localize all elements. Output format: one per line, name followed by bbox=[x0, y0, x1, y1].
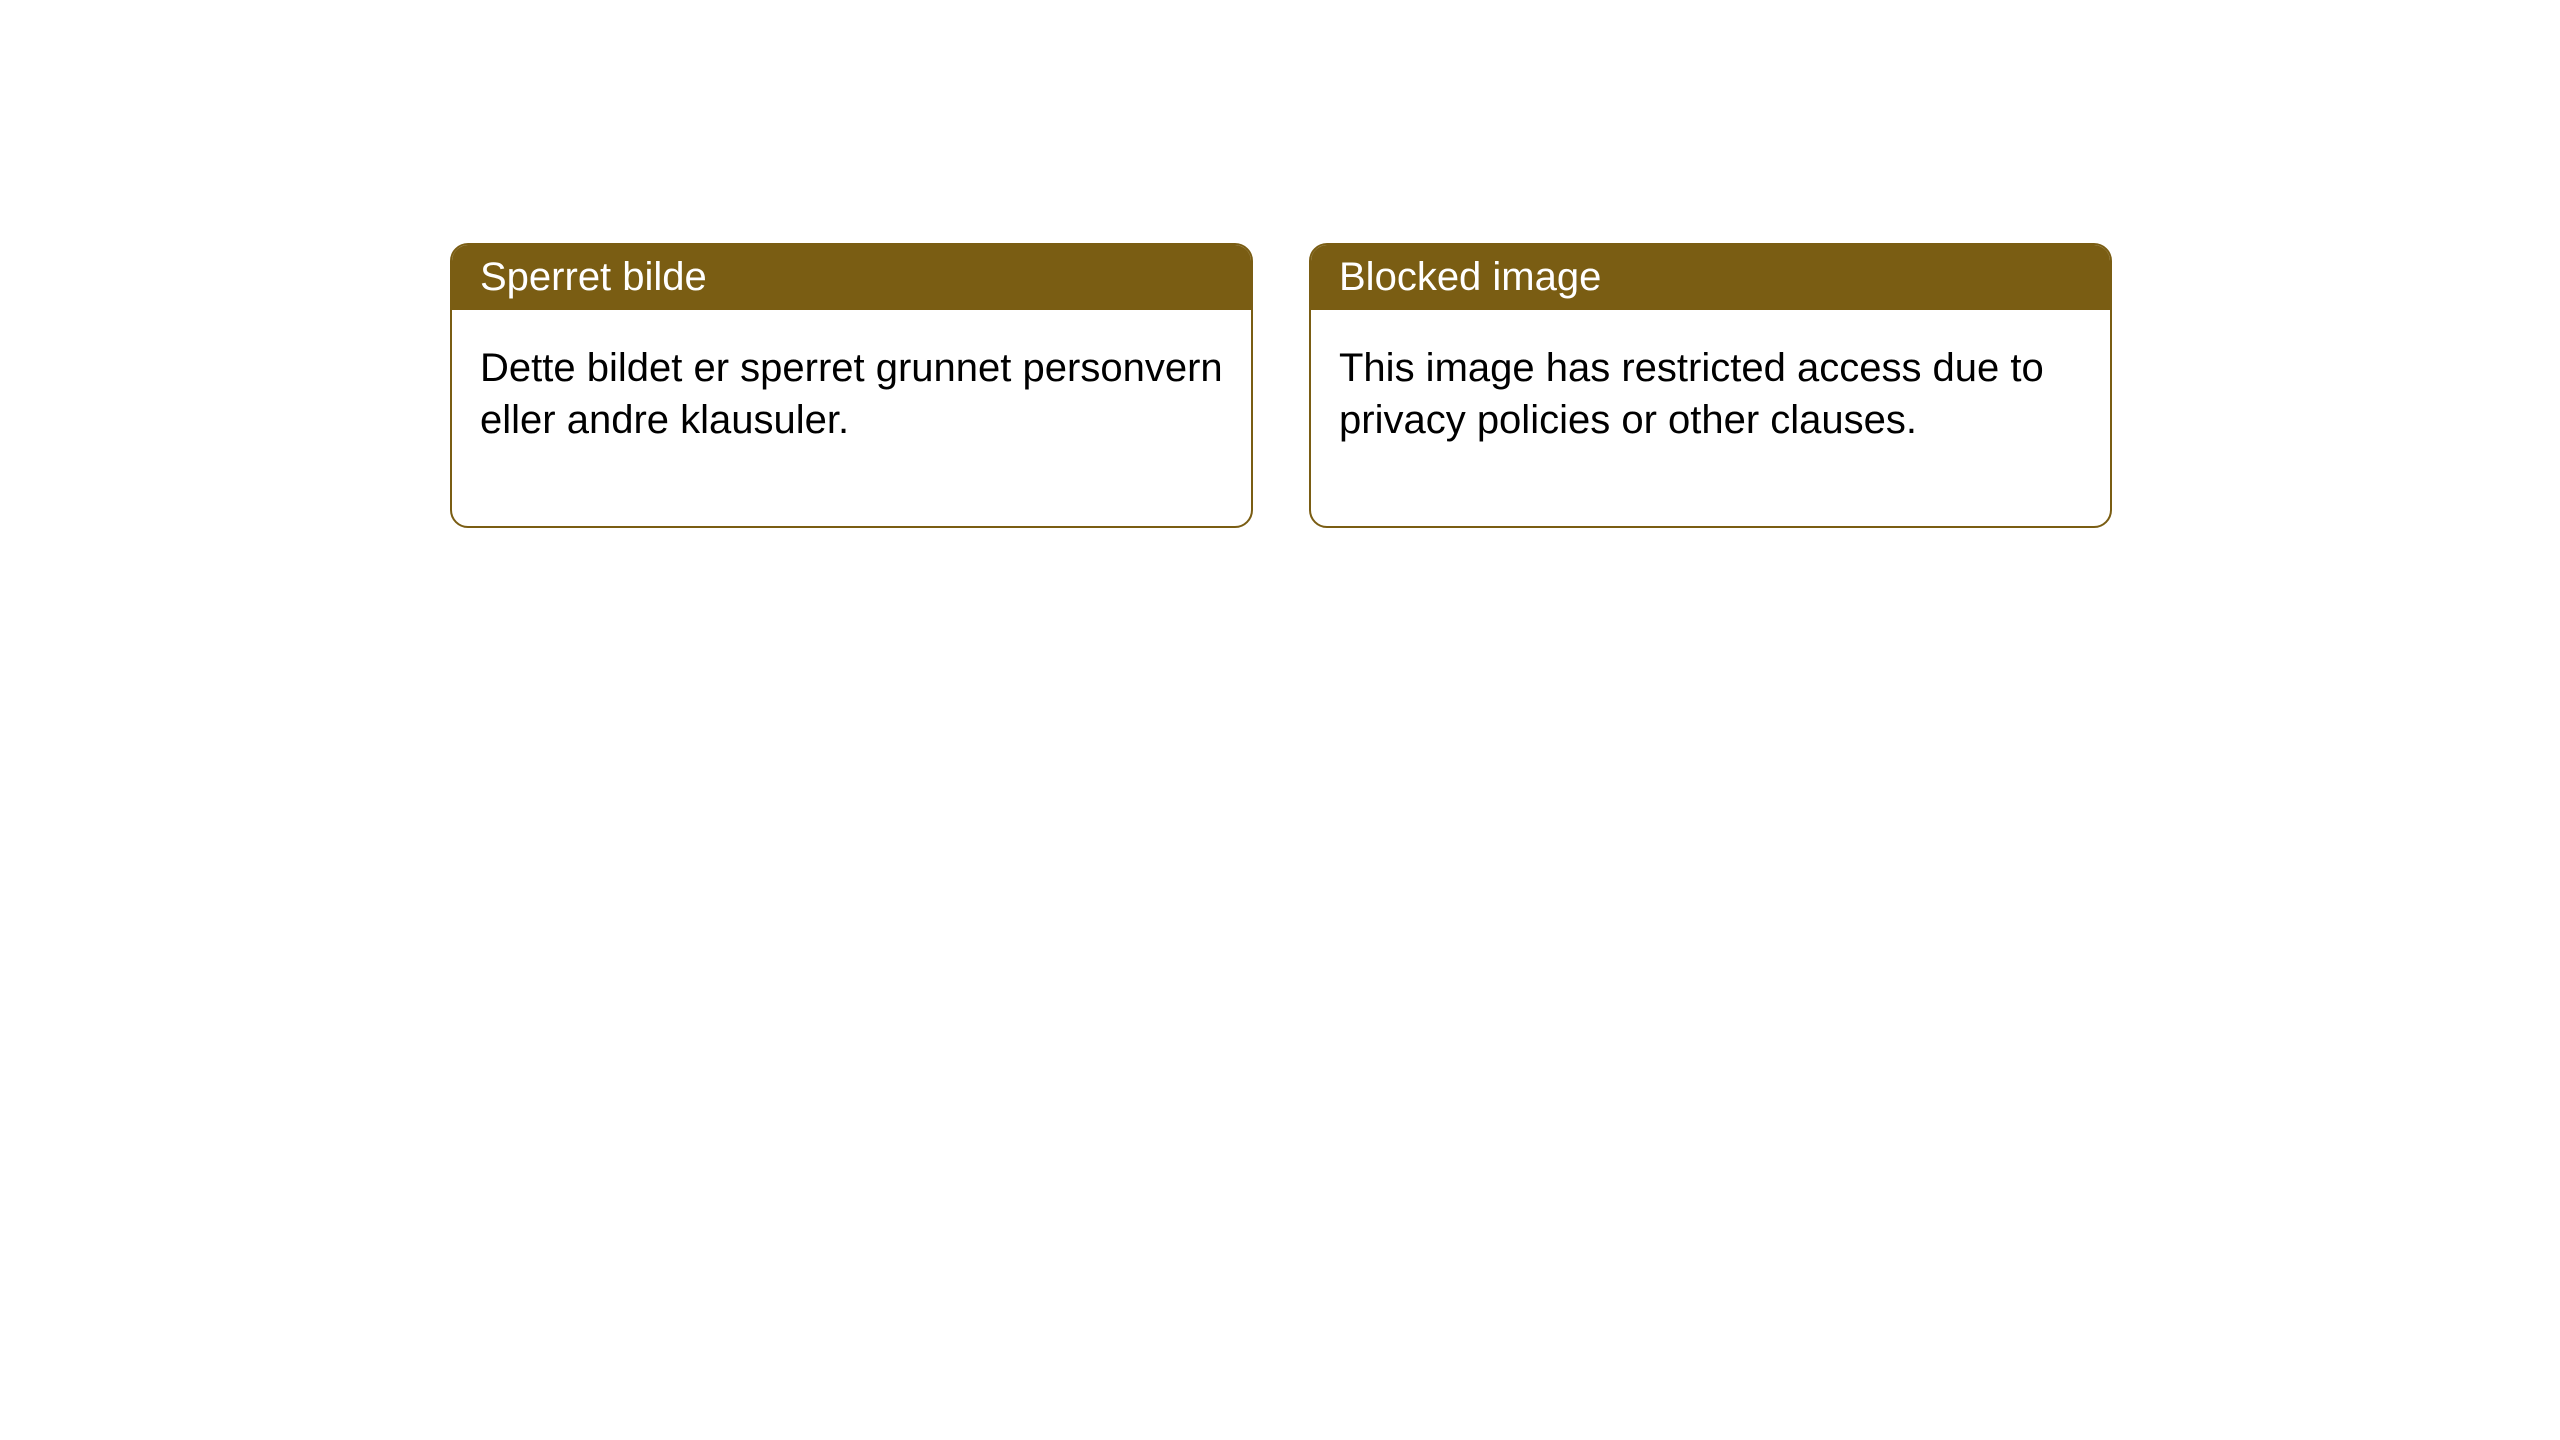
notice-card-norwegian: Sperret bilde Dette bildet er sperret gr… bbox=[450, 243, 1253, 528]
notice-body-english: This image has restricted access due to … bbox=[1311, 310, 2110, 526]
notice-title-norwegian: Sperret bilde bbox=[452, 245, 1251, 310]
notice-card-english: Blocked image This image has restricted … bbox=[1309, 243, 2112, 528]
notice-body-norwegian: Dette bildet er sperret grunnet personve… bbox=[452, 310, 1251, 526]
notice-title-english: Blocked image bbox=[1311, 245, 2110, 310]
notice-container: Sperret bilde Dette bildet er sperret gr… bbox=[0, 0, 2560, 528]
